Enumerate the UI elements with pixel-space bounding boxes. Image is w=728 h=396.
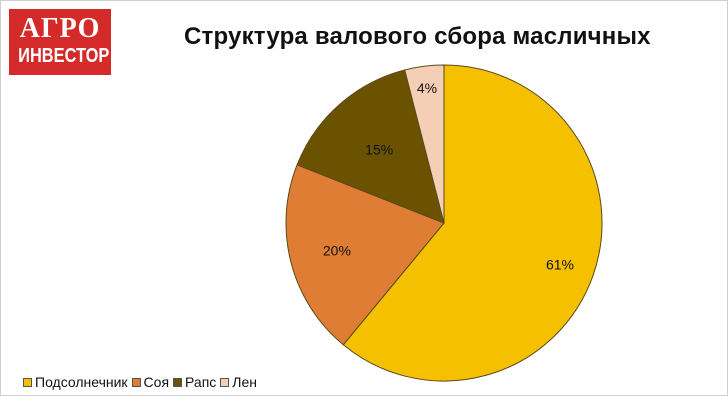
pie-slice-1	[342, 64, 603, 382]
chart-legend: Подсолнечник Соя Рапс Лен	[23, 373, 261, 391]
legend-swatch-1	[23, 377, 32, 387]
legend-swatch-4	[220, 377, 230, 387]
pie-label-3: 15%	[365, 142, 393, 158]
legend-label-4: Лен	[232, 374, 257, 390]
legend-label-1: Подсолнечник	[35, 374, 128, 390]
legend-item-1: Подсолнечник	[23, 374, 128, 390]
legend-label-3: Рапс	[185, 374, 217, 390]
legend-swatch-3	[173, 377, 183, 387]
pie-slice-4	[404, 64, 445, 224]
chart-title: Структура валового сбора масличных	[184, 23, 651, 50]
pie-label-2: 20%	[323, 243, 351, 259]
pie-slice-2	[285, 164, 445, 346]
logo-line-1: АГРО	[19, 13, 101, 44]
pie-label-4: 4%	[417, 80, 437, 96]
pie-label-1: 61%	[546, 257, 574, 273]
legend-label-2: Соя	[143, 374, 170, 390]
pie-slice-3	[296, 69, 445, 224]
legend-swatch-2	[131, 377, 141, 387]
logo-line-2: ИНВЕСТОР	[18, 45, 110, 67]
agroinvestor-logo: АГРО ИНВЕСТОР	[9, 9, 111, 75]
legend-item-4: Лен	[220, 374, 257, 390]
legend-item-3: Рапс	[173, 374, 216, 390]
legend-item-2: Соя	[131, 374, 170, 390]
